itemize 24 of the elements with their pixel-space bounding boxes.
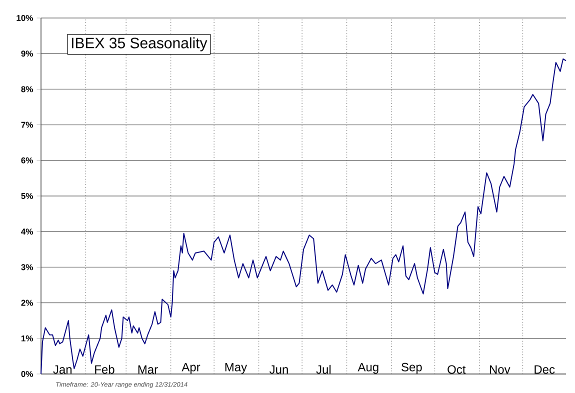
- y-tick-label: 3%: [21, 264, 33, 270]
- x-tick-label: Oct: [448, 365, 466, 374]
- text: IBEX 35 Seasonality: [72, 37, 208, 52]
- y-tick-label: 2%: [21, 300, 33, 306]
- x-tick-label: Jun: [270, 365, 288, 374]
- x-tick-label: Jul: [316, 364, 331, 374]
- y-tick-label: 5%: [21, 192, 33, 199]
- y-tick-label: 7%: [21, 122, 33, 128]
- x-tick-label: Mar: [138, 365, 158, 374]
- y-tick-label: 8%: [21, 86, 33, 92]
- y-tick-label: 0%: [21, 370, 33, 377]
- y-tick-label: 10%: [16, 14, 33, 21]
- y-tick-label: 9%: [21, 50, 33, 57]
- x-tick-label: Dec: [534, 365, 555, 374]
- x-tick-label: Aug: [358, 362, 378, 374]
- x-tick-label: Nov: [490, 365, 510, 374]
- x-tick-label: Sep: [402, 362, 422, 374]
- x-tick-label: Apr: [182, 362, 200, 374]
- y-tick-label: 1%: [21, 335, 33, 342]
- x-tick-label: May: [225, 362, 248, 374]
- y-tick-label: 4%: [21, 228, 33, 235]
- y-tick-label: 6%: [21, 157, 33, 164]
- x-tick-label: Feb: [95, 364, 114, 374]
- x-tick-label: Jan: [53, 365, 72, 374]
